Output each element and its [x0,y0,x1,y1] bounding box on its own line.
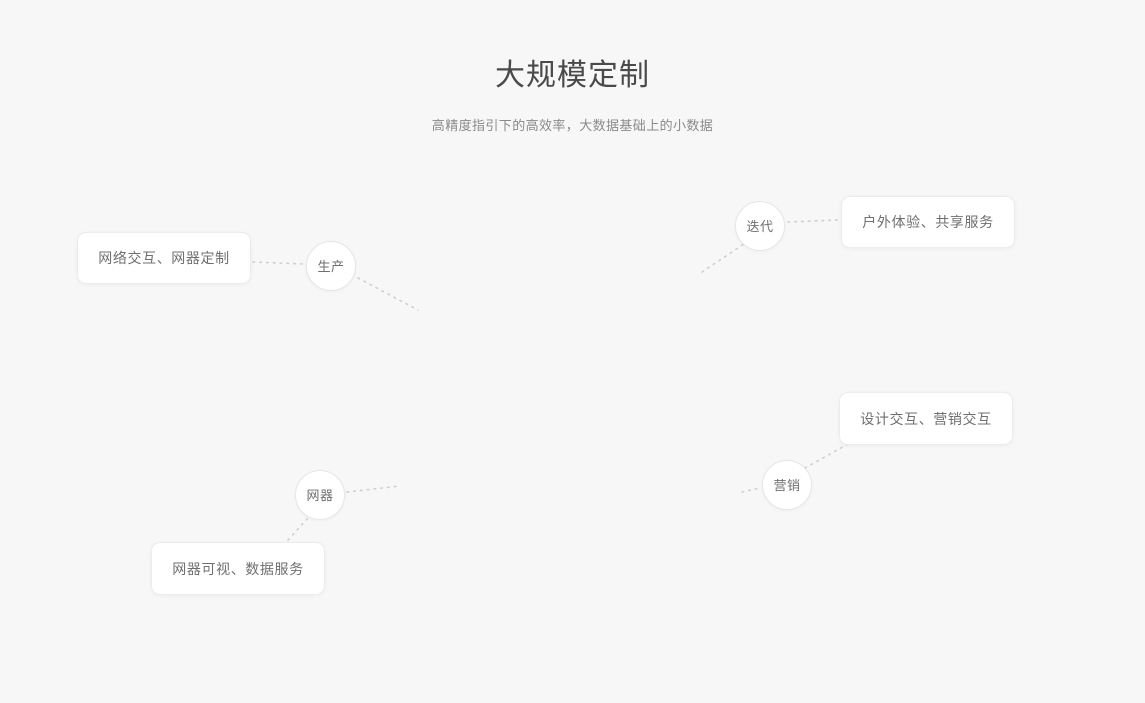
node-circle-production[interactable]: 生产 [306,241,356,291]
node-circle-marketing[interactable]: 营销 [762,460,812,510]
node-circle-device[interactable]: 网器 [295,470,345,520]
label-box-production[interactable]: 网络交互、网器定制 [77,232,251,284]
page-subtitle: 高精度指引下的高效率，大数据基础上的小数据 [431,118,714,133]
label-box-iteration-text: 户外体验、共享服务 [862,214,994,230]
node-label-production: 生产 [317,258,345,274]
connector-box-to-device [287,517,309,541]
label-box-iteration[interactable]: 户外体验、共享服务 [841,196,1015,248]
network-sphere-visualization [352,192,768,608]
connector-marketing-to-box [804,443,849,469]
label-box-marketing-text: 设计交互、营销交互 [860,410,992,427]
network-sphere-svg [352,192,768,608]
connector-box-to-production [252,261,305,265]
node-circle-iteration[interactable]: 迭代 [735,201,785,251]
node-label-iteration: 迭代 [746,218,774,234]
node-label-marketing: 营销 [773,477,801,493]
label-box-marketing[interactable]: 设计交互、营销交互 [839,392,1013,445]
label-box-production-text: 网络交互、网器定制 [98,250,230,266]
label-box-device-text: 网器可视、数据服务 [172,560,304,577]
label-box-device[interactable]: 网器可视、数据服务 [151,542,325,595]
page-title: 大规模定制 [495,59,650,92]
node-label-device: 网器 [306,487,334,503]
connector-iteration-to-box [787,219,839,223]
